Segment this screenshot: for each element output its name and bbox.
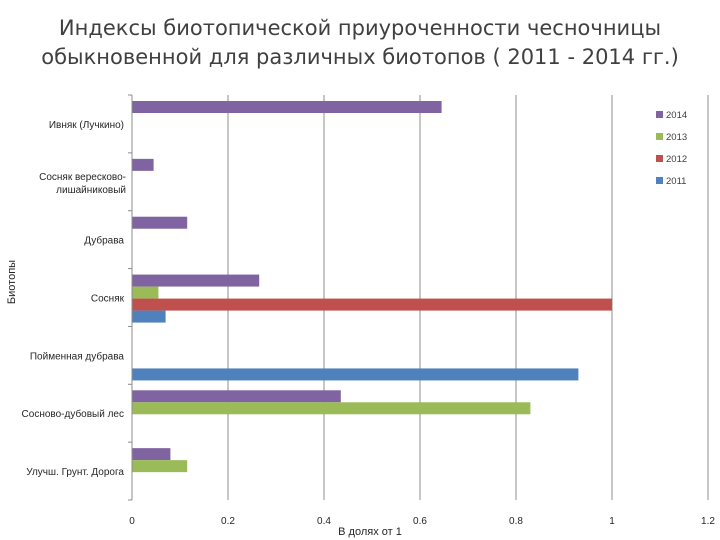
chart-title-line-2: обыкновенной для различных биотопов ( 20… — [41, 45, 679, 69]
bar-2012 — [132, 298, 612, 311]
chart-title-line-1: Индексы биотопической приуроченности чес… — [58, 16, 662, 40]
legend-label-2011: 2011 — [666, 176, 686, 187]
category-label: Сосняк — [91, 294, 125, 305]
bar-2014 — [132, 216, 188, 229]
x-tick-label: 1.2 — [701, 516, 715, 527]
chart-title: Индексы биотопической приуроченности чес… — [0, 14, 720, 72]
legend-label-2014: 2014 — [666, 110, 687, 121]
x-tick-label: 0.6 — [413, 516, 427, 527]
category-label: Пойменная дубрава — [30, 350, 125, 362]
legend: 2014 2013 2012 2011 — [656, 110, 687, 187]
bar-2014 — [132, 448, 171, 461]
category-label: Ивняк (Лучкино) — [49, 120, 124, 131]
bar-2014 — [132, 101, 442, 113]
bar-2013 — [132, 460, 188, 473]
bar-2014 — [132, 390, 341, 403]
legend-swatch-2011 — [656, 177, 663, 184]
axes — [128, 94, 133, 501]
x-tick-labels: 0 0.2 0.4 0.6 0.8 1 1.2 — [129, 516, 715, 527]
bar-2014 — [132, 158, 154, 171]
bar-2013 — [132, 402, 531, 415]
legend-swatch-2014 — [656, 111, 663, 118]
x-tick-label: 1 — [609, 516, 615, 527]
legend-swatch-2013 — [656, 133, 663, 140]
bar-2013 — [132, 286, 159, 299]
x-axis-title: В долях от 1 — [338, 526, 402, 538]
legend-label-2012: 2012 — [666, 154, 687, 165]
x-tick-label: 0.8 — [509, 516, 523, 527]
bar-2014 — [132, 274, 260, 287]
bar-2011 — [132, 310, 166, 323]
x-tick-label: 0.4 — [317, 516, 331, 527]
category-label: Улучш. Грунт. Дорога — [26, 467, 124, 478]
bars — [132, 101, 612, 473]
y-axis-title: Биотопы — [6, 260, 18, 304]
gridlines — [227, 95, 709, 500]
legend-swatch-2012 — [656, 155, 663, 162]
legend-label-2013: 2013 — [666, 132, 687, 143]
category-label: Сосново-дубовый лес — [22, 408, 124, 420]
category-label: Дубрава — [84, 235, 124, 247]
bar-2011 — [132, 368, 579, 381]
category-labels: Ивняк (Лучкино) Сосняк вересково-лишайник… — [22, 120, 126, 478]
category-label: Сосняк вересково-лишайниковый — [39, 172, 126, 196]
x-tick-label: 0.2 — [221, 516, 235, 527]
x-tick-label: 0 — [129, 516, 135, 527]
